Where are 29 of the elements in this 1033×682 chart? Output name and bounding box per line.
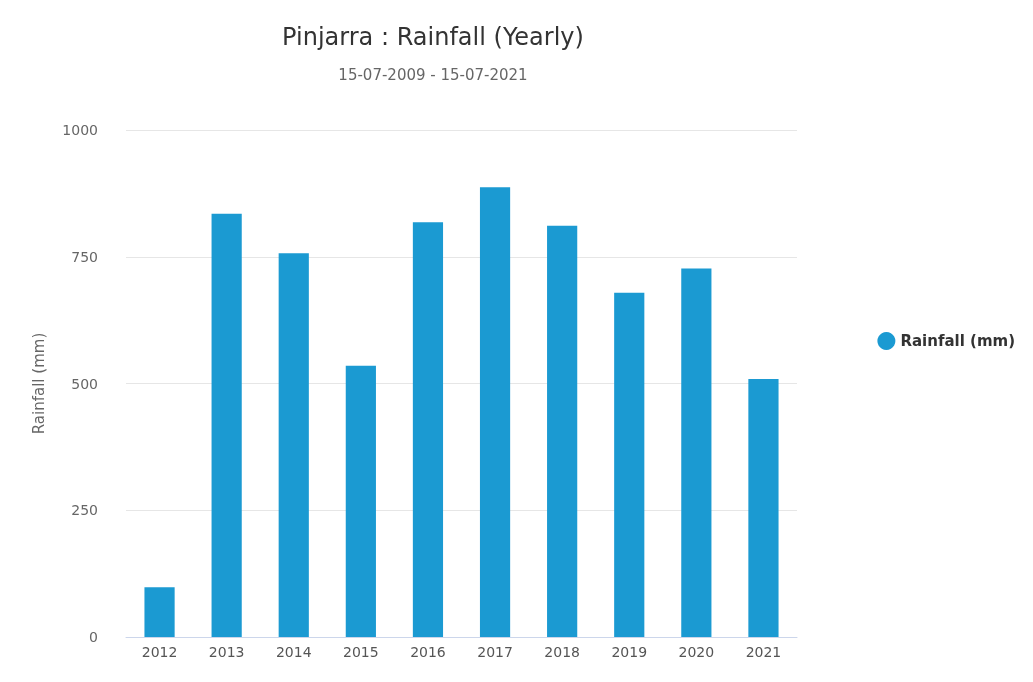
bar xyxy=(345,365,376,637)
y-axis-title: Rainfall (mm) xyxy=(29,332,48,435)
bar xyxy=(547,225,578,637)
x-tick-label: 2021 xyxy=(745,644,782,660)
bar xyxy=(278,253,309,637)
bar xyxy=(614,292,645,637)
bar xyxy=(479,187,511,637)
y-tick-label: 500 xyxy=(71,375,98,392)
x-tick-label: 2012 xyxy=(141,644,178,660)
y-tick-label: 0 xyxy=(89,629,98,645)
x-tick-label: 2014 xyxy=(275,644,312,660)
y-tick-label: 1000 xyxy=(62,122,98,138)
x-tick-label: 2018 xyxy=(544,644,580,660)
legend-label: Rainfall (mm) xyxy=(900,332,1016,350)
bar xyxy=(144,587,175,637)
y-tick-label: 750 xyxy=(71,248,98,265)
x-tick-label: 2015 xyxy=(343,644,379,660)
bar xyxy=(211,213,242,637)
x-tick-label: 2019 xyxy=(611,644,648,660)
x-tick-label: 2013 xyxy=(208,644,245,660)
y-tick-label: 250 xyxy=(71,502,98,519)
bar xyxy=(748,378,779,637)
x-tick-label: 2017 xyxy=(477,644,513,660)
bar xyxy=(681,268,712,637)
x-tick-label: 2016 xyxy=(410,644,446,660)
chart-subtitle: 15-07-2009 - 15-07-2021 xyxy=(338,65,528,84)
bar xyxy=(412,222,444,637)
chart-title: Pinjarra : Rainfall (Yearly) xyxy=(282,23,584,51)
x-tick-label: 2020 xyxy=(678,644,715,660)
